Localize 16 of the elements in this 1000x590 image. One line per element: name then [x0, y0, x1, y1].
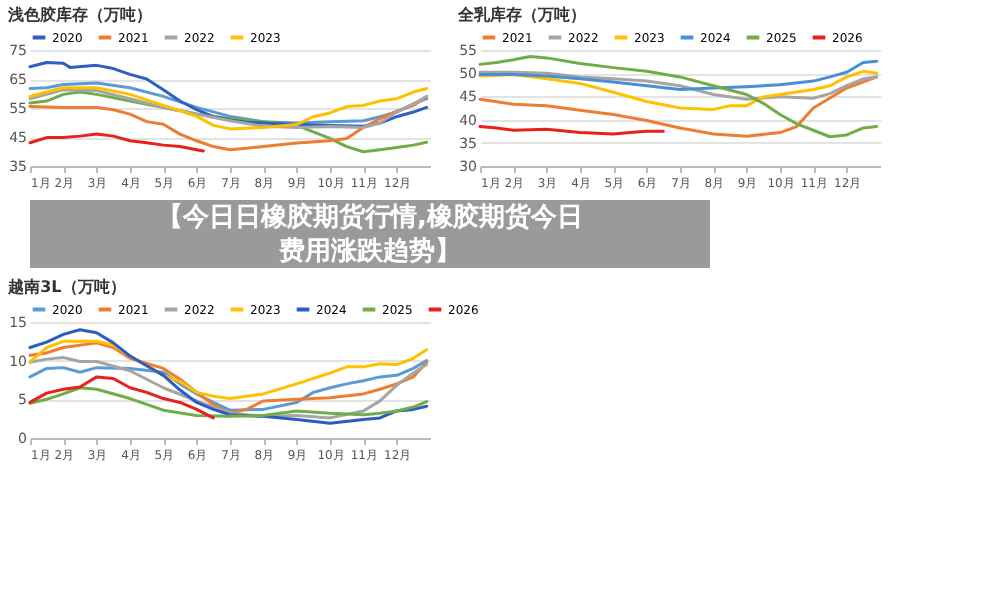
chart-title: 浅色胶库存（万吨）	[6, 4, 153, 24]
line-series	[478, 59, 879, 91]
line-series	[28, 328, 429, 425]
line-series	[28, 339, 429, 401]
line-series	[478, 69, 879, 111]
line-series	[478, 70, 879, 101]
line-series	[478, 75, 879, 138]
text: 【今日日橡胶期货行情,橡胶期货今日费用涨跌趋势】	[157, 201, 583, 267]
line-series	[28, 386, 429, 418]
line-series	[28, 132, 205, 153]
line-series	[28, 341, 429, 415]
chart-title: 越南3L（万吨）	[6, 278, 126, 296]
chart-title: 全乳库存（万吨）	[456, 4, 587, 24]
line-series	[28, 60, 429, 128]
line-series	[28, 375, 215, 420]
line-series	[478, 55, 879, 139]
